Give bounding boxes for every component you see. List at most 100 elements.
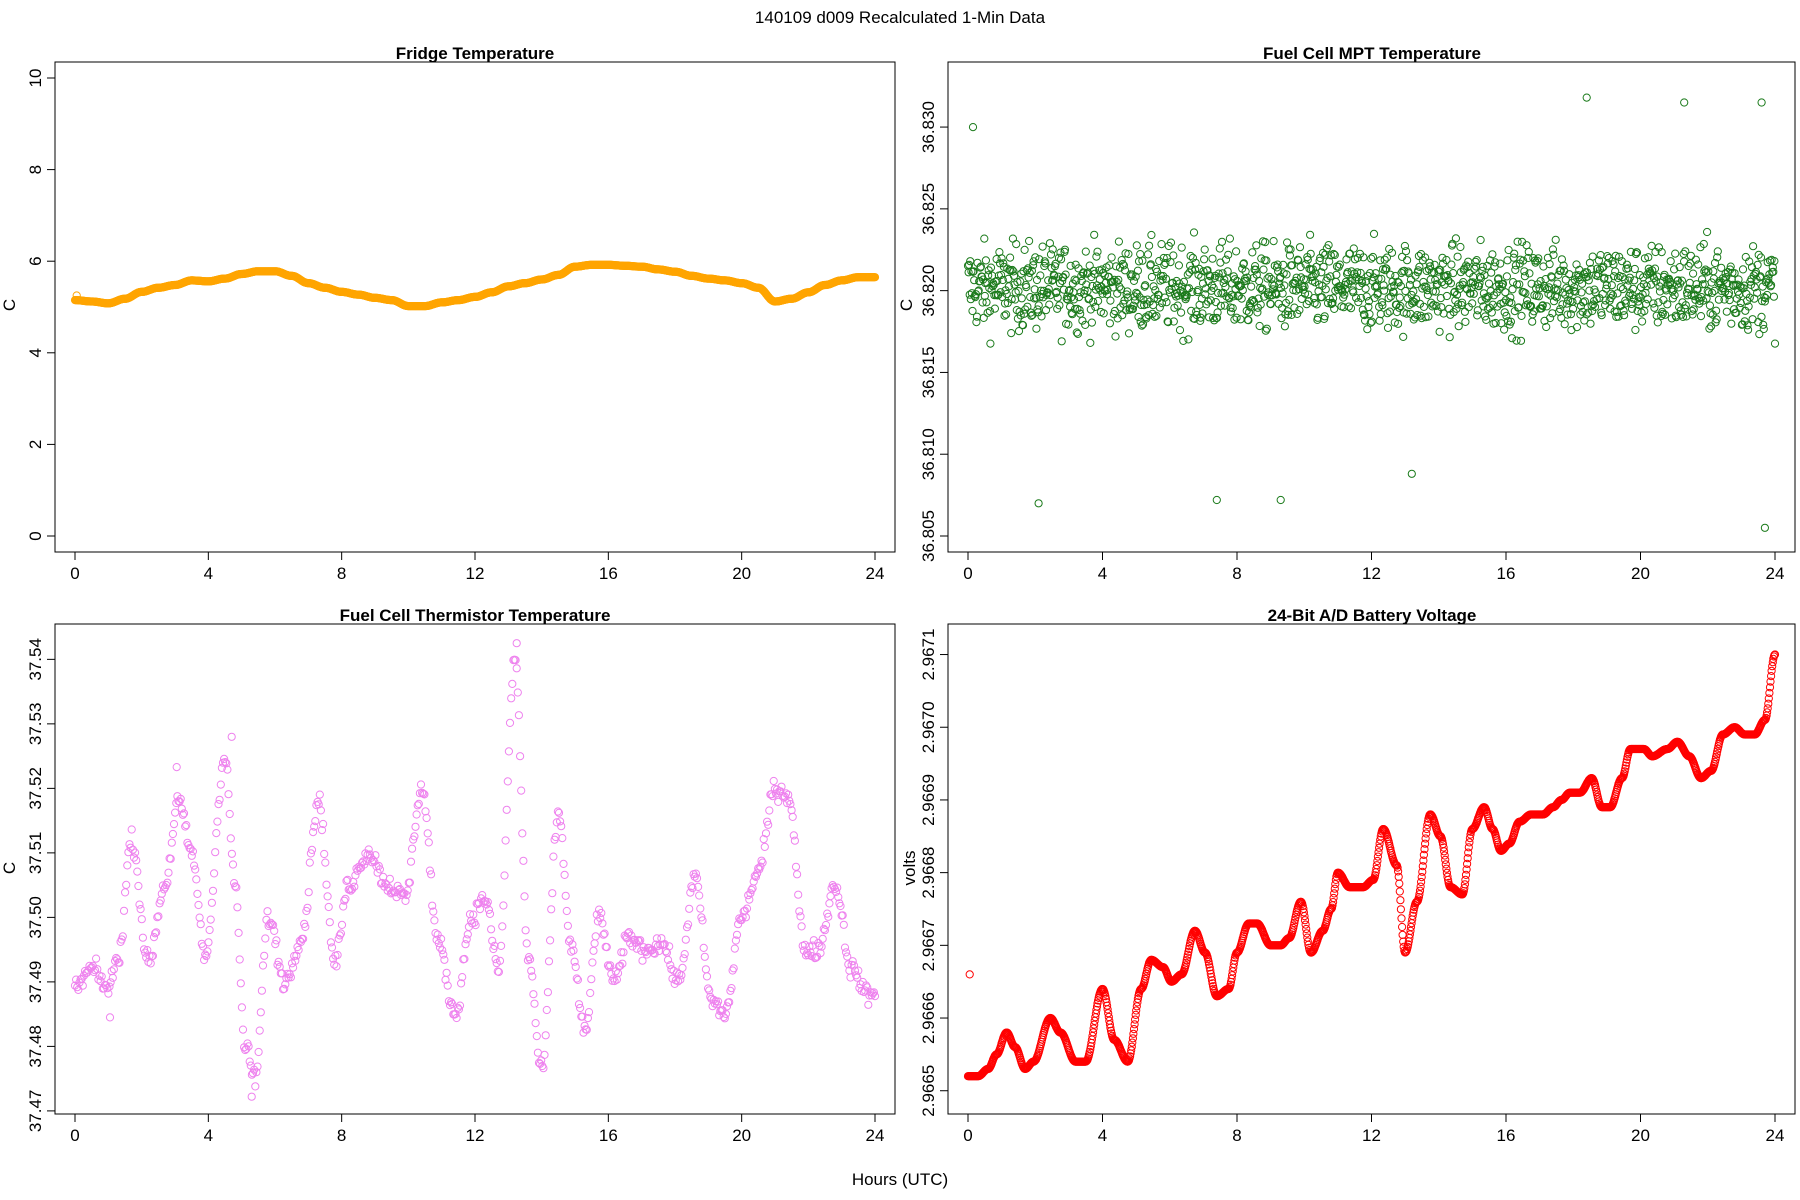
data-point bbox=[1482, 294, 1491, 303]
series-points bbox=[963, 650, 1780, 1081]
data-point bbox=[222, 759, 231, 768]
data-point bbox=[244, 1042, 253, 1051]
data-point bbox=[1214, 269, 1223, 278]
data-point bbox=[1086, 338, 1095, 347]
data-point bbox=[1460, 880, 1470, 889]
data-point bbox=[587, 975, 596, 984]
data-point bbox=[413, 801, 422, 810]
data-point bbox=[1262, 324, 1272, 333]
data-point bbox=[196, 920, 205, 929]
data-point bbox=[1127, 1042, 1136, 1051]
data-point bbox=[1438, 253, 1447, 262]
data-point bbox=[1114, 237, 1124, 246]
data-point bbox=[1134, 312, 1143, 322]
x-tick-label: 8 bbox=[1232, 1126, 1241, 1145]
data-point bbox=[610, 976, 619, 986]
data-point bbox=[1214, 288, 1223, 298]
data-point bbox=[1507, 334, 1517, 343]
panel-fuel-cell-mpt-temperature: Fuel Cell MPT Temperature C 0 4 8 12 16 20 243… bbox=[897, 44, 1796, 583]
data-point bbox=[1730, 269, 1739, 278]
data-point bbox=[1009, 271, 1019, 280]
x-tick-label: 0 bbox=[963, 1126, 972, 1145]
data-point bbox=[108, 973, 117, 982]
data-point bbox=[1439, 843, 1448, 852]
data-point bbox=[484, 905, 493, 915]
data-point bbox=[1325, 257, 1334, 266]
data-point bbox=[1463, 859, 1472, 869]
data-point bbox=[1632, 248, 1642, 257]
data-point bbox=[316, 806, 325, 815]
data-point bbox=[1406, 926, 1415, 935]
data-point bbox=[1501, 288, 1510, 297]
data-point bbox=[569, 946, 578, 955]
data-point bbox=[223, 765, 232, 774]
data-point bbox=[458, 973, 467, 982]
data-point bbox=[1024, 273, 1033, 282]
data-point bbox=[1511, 265, 1520, 274]
data-point bbox=[1328, 298, 1337, 307]
data-point bbox=[448, 999, 457, 1009]
data-point bbox=[679, 954, 688, 963]
data-point bbox=[560, 870, 569, 880]
data-point bbox=[1442, 864, 1451, 873]
data-point bbox=[1127, 272, 1136, 281]
data-point bbox=[403, 886, 412, 895]
data-point bbox=[701, 965, 711, 974]
data-point bbox=[1417, 873, 1426, 882]
data-point bbox=[1303, 937, 1312, 946]
data-point bbox=[982, 298, 991, 307]
data-point bbox=[1626, 247, 1636, 256]
data-point bbox=[1078, 316, 1087, 325]
data-point bbox=[247, 1092, 256, 1101]
data-point bbox=[1035, 255, 1044, 264]
data-point bbox=[972, 318, 981, 327]
data-point bbox=[127, 825, 136, 834]
data-point bbox=[205, 925, 214, 935]
data-point bbox=[1057, 337, 1066, 346]
data-point bbox=[1722, 273, 1731, 282]
data-point bbox=[700, 952, 709, 961]
data-point bbox=[1121, 249, 1130, 258]
data-point bbox=[1494, 274, 1503, 283]
data-point bbox=[1576, 310, 1585, 319]
data-point bbox=[1620, 311, 1629, 320]
data-point bbox=[238, 1025, 248, 1034]
data-point bbox=[1456, 242, 1465, 252]
data-point bbox=[1239, 259, 1249, 268]
data-point bbox=[970, 276, 979, 285]
data-point bbox=[1478, 266, 1487, 275]
data-point bbox=[1524, 247, 1533, 256]
data-point bbox=[1443, 872, 1452, 881]
data-point bbox=[392, 893, 401, 902]
data-point bbox=[78, 981, 87, 990]
data-point bbox=[475, 905, 485, 914]
data-point bbox=[1030, 285, 1039, 294]
data-point bbox=[1131, 1010, 1140, 1020]
data-point bbox=[1499, 298, 1508, 307]
data-point bbox=[1131, 272, 1140, 281]
data-point bbox=[618, 959, 627, 968]
data-point bbox=[512, 639, 521, 648]
data-point bbox=[1393, 863, 1402, 872]
data-point bbox=[1491, 318, 1500, 328]
data-point bbox=[1128, 305, 1138, 314]
data-point bbox=[1495, 280, 1504, 289]
data-point bbox=[1557, 313, 1566, 322]
data-point bbox=[790, 836, 800, 845]
data-point bbox=[968, 306, 977, 316]
x-tick-label: 24 bbox=[866, 1126, 885, 1145]
data-point bbox=[1335, 260, 1344, 269]
data-point bbox=[307, 845, 317, 855]
data-point bbox=[1253, 308, 1262, 317]
data-point bbox=[574, 1000, 584, 1009]
data-point bbox=[154, 912, 163, 921]
x-tick-label: 4 bbox=[204, 1126, 213, 1145]
data-point bbox=[558, 834, 567, 843]
data-point bbox=[1175, 326, 1185, 335]
data-point bbox=[1071, 304, 1080, 314]
data-point bbox=[1369, 229, 1379, 238]
data-point bbox=[1286, 245, 1295, 254]
data-point bbox=[1262, 256, 1271, 265]
data-point bbox=[1638, 317, 1647, 326]
data-point bbox=[1395, 879, 1404, 888]
